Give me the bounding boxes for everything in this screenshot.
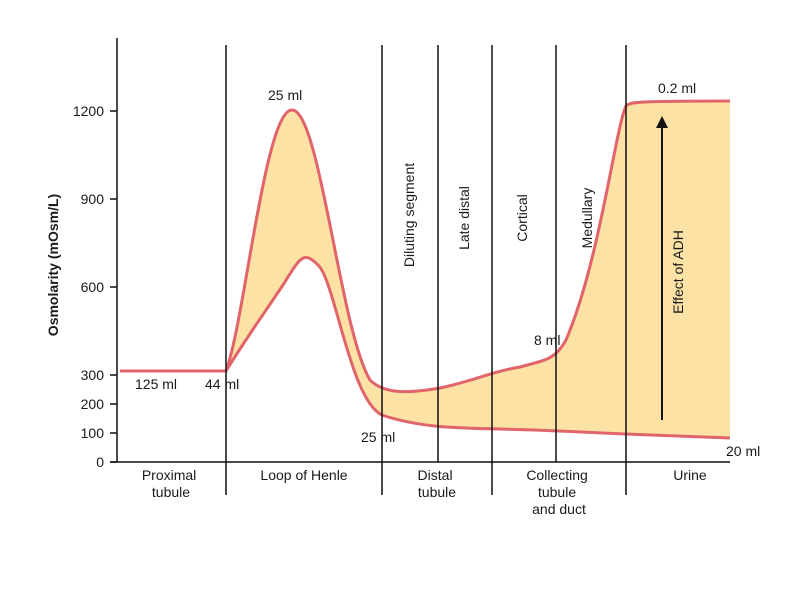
- tick-label-0: 0: [96, 454, 104, 470]
- tick-label-600: 600: [81, 279, 105, 295]
- label-cortical: Cortical: [514, 194, 530, 241]
- region-distal-tubule: Distal tubule: [418, 467, 457, 500]
- upper-osmolarity-curve: [120, 99, 731, 394]
- volume-0-2ml: 0.2 ml: [658, 80, 696, 96]
- y-ticks: [110, 110, 117, 463]
- tick-label-100: 100: [81, 425, 105, 441]
- label-diluting-segment: Diluting segment: [401, 163, 417, 267]
- label-late-distal: Late distal: [456, 186, 472, 250]
- region-proximal-tubule: Proximal tubule: [142, 467, 200, 500]
- volume-25ml-top: 25 ml: [268, 87, 302, 103]
- volume-125ml: 125 ml: [135, 376, 177, 392]
- tick-label-1200: 1200: [73, 103, 104, 119]
- segment-dividers: [225, 45, 627, 495]
- label-effect-of-adh: Effect of ADH: [670, 230, 686, 314]
- y-tick-labels: 0 100 200 300 600 900 1200: [73, 103, 104, 470]
- region-collecting-duct: Collecting tubule and duct: [526, 467, 591, 517]
- volume-44ml: 44 ml: [205, 376, 239, 392]
- label-medullary: Medullary: [579, 188, 595, 249]
- osmolarity-band: [226, 101, 730, 438]
- volume-8ml: 8 ml: [534, 332, 560, 348]
- y-axis-title: Osmolarity (mOsm/L): [45, 194, 61, 336]
- tick-label-900: 900: [81, 191, 105, 207]
- volume-25ml-bottom: 25 ml: [361, 429, 395, 445]
- region-loop-of-henle: Loop of Henle: [260, 467, 347, 483]
- lower-osmolarity-curve: [224, 256, 731, 440]
- region-urine: Urine: [673, 467, 707, 483]
- volume-20ml: 20 ml: [726, 443, 760, 459]
- tick-label-200: 200: [81, 396, 105, 412]
- tick-label-300: 300: [81, 367, 105, 383]
